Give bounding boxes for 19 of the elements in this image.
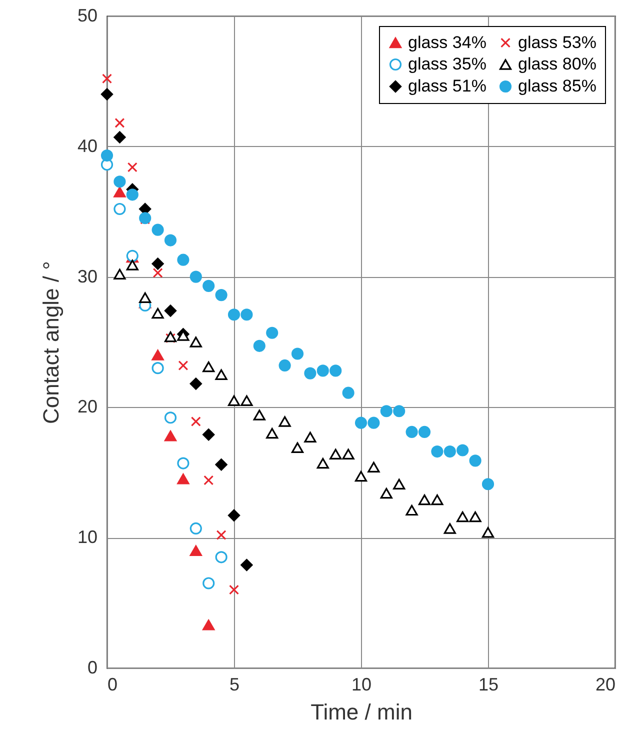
x-axis-title: Time / min — [310, 700, 412, 724]
legend-label: glass 51% — [408, 76, 486, 96]
y-tick-label: 0 — [87, 658, 98, 678]
legend-label: glass 85% — [518, 76, 596, 96]
legend-label: glass 80% — [518, 54, 596, 74]
x-tick-label: 10 — [351, 674, 372, 694]
x-tick-label: 20 — [595, 674, 616, 694]
y-tick-label: 40 — [77, 136, 98, 156]
legend-label: glass 53% — [518, 32, 596, 52]
y-tick-label: 30 — [77, 266, 98, 286]
x-tick-label: 5 — [229, 674, 240, 694]
legend-label: glass 35% — [408, 54, 486, 74]
y-tick-label: 10 — [77, 527, 98, 548]
y-axis-title: Contact angle / ° — [38, 261, 64, 424]
legend-label: glass 34% — [408, 32, 486, 52]
y-tick-label: 50 — [77, 6, 98, 26]
y-tick-label: 20 — [77, 396, 98, 417]
x-tick-label: 0 — [108, 674, 118, 694]
x-tick-label: 15 — [478, 674, 499, 694]
